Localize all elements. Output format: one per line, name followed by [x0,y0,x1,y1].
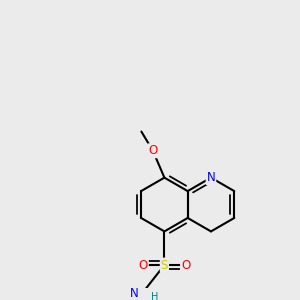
Text: N: N [130,287,139,300]
Text: O: O [148,144,158,157]
Text: O: O [181,259,190,272]
Text: O: O [139,259,148,272]
Text: H: H [151,292,158,300]
Text: N: N [207,171,215,184]
Text: S: S [161,259,168,272]
